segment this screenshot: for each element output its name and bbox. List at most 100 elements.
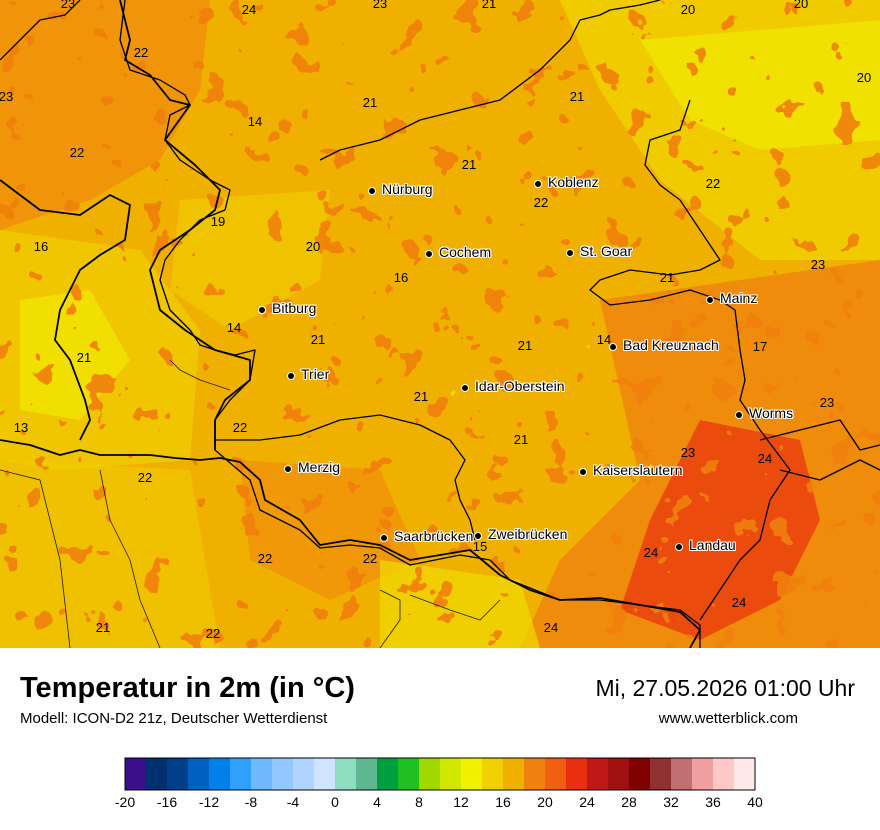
legend-tick-label: 32 [663, 794, 679, 810]
legend-swatch [440, 758, 462, 790]
city-marker-merzig[interactable] [284, 465, 292, 473]
legend-swatch [209, 758, 231, 790]
temperature-value: 24 [643, 545, 659, 560]
legend-swatch [482, 758, 504, 790]
legend-swatch [524, 758, 546, 790]
city-marker-idar-oberstein[interactable] [461, 384, 469, 392]
city-marker-bitburg[interactable] [258, 306, 266, 314]
legend-swatch [398, 758, 420, 790]
legend-swatch [692, 758, 714, 790]
legend-swatch [734, 758, 756, 790]
city-marker-koblenz[interactable] [534, 180, 542, 188]
legend-swatch [125, 758, 147, 790]
temperature-value: 24 [241, 2, 257, 17]
temperature-value: 16 [33, 239, 49, 254]
legend-swatch [230, 758, 252, 790]
city-marker-saarbrücken[interactable] [380, 534, 388, 542]
temperature-value: 13 [13, 420, 29, 435]
footer: Temperatur in 2m (in °C) Modell: ICON-D2… [0, 648, 880, 830]
city-marker-landau[interactable] [675, 543, 683, 551]
city-marker-worms[interactable] [735, 411, 743, 419]
city-label: Bad Kreuznach [623, 337, 719, 353]
temperature-value: 20 [680, 2, 696, 17]
temperature-value: 21 [76, 350, 92, 365]
legend-frame [124, 757, 756, 791]
temperature-value: 24 [757, 451, 773, 466]
temperature-value: 23 [0, 89, 14, 104]
legend-tick-label: 8 [415, 794, 423, 810]
temperature-value: 20 [305, 239, 321, 254]
legend-swatch [146, 758, 168, 790]
city-label: Bitburg [272, 300, 317, 316]
city-marker-bad-kreuznach[interactable] [609, 343, 617, 351]
city-label: Zweibrücken [488, 526, 568, 542]
legend-tick-label: -16 [157, 794, 177, 810]
temperature-value: 21 [481, 0, 497, 11]
city-label: Saarbrücken [394, 528, 474, 544]
temperature-value: 15 [472, 539, 488, 554]
city-marker-nürburg[interactable] [368, 187, 376, 195]
city-marker-cochem[interactable] [425, 250, 433, 258]
map-labels: Nürburg Koblenz Cochem St. Goar Mainz Bitburg… [0, 0, 871, 641]
legend-swatch [251, 758, 273, 790]
temperature-value: 21 [517, 338, 533, 353]
city-marker-mainz[interactable] [706, 296, 714, 304]
temperature-value: 22 [205, 626, 221, 641]
legend-swatch [188, 758, 210, 790]
temperature-value: 22 [257, 551, 273, 566]
website-link[interactable]: www.wetterblick.com [658, 710, 798, 727]
legend-swatch [419, 758, 441, 790]
city-marker-kaiserslautern[interactable] [579, 468, 587, 476]
temperature-value: 21 [659, 270, 675, 285]
city-label: Merzig [298, 459, 341, 475]
temperature-value: 22 [362, 551, 378, 566]
city-label: Koblenz [548, 174, 599, 190]
city-label: Landau [689, 537, 736, 553]
city-label: Mainz [720, 290, 758, 306]
legend-tick-label: -8 [245, 794, 258, 810]
temperature-value: 23 [372, 0, 388, 11]
temperature-value: 21 [95, 620, 111, 635]
legend-tick-label: 40 [747, 794, 763, 810]
temperature-value: 23 [810, 257, 826, 272]
city-label: Idar-Oberstein [475, 378, 565, 394]
city-label: Worms [749, 405, 794, 421]
city-marker-st-goar[interactable] [566, 249, 574, 257]
temperature-map[interactable]: Nürburg Koblenz Cochem St. Goar Mainz Bitburg… [0, 0, 880, 648]
temperature-value: 14 [226, 320, 242, 335]
temperature-value: 22 [69, 145, 85, 160]
temperature-value: 22 [705, 176, 721, 191]
national-borders [0, 0, 701, 648]
legend-swatch [713, 758, 735, 790]
temperature-value: 14 [596, 332, 612, 347]
legend-swatch [629, 758, 651, 790]
color-scale-legend: -20 -16 -12 -8 -4 0 4 8 12 16 20 24 28 32 36 40 [115, 757, 763, 810]
city-label: Kaiserslautern [593, 462, 683, 478]
legend-swatch [314, 758, 336, 790]
temperature-value: 23 [819, 395, 835, 410]
city-label: Trier [301, 366, 330, 382]
legend-swatch [272, 758, 294, 790]
city-marker-zweibrücken[interactable] [474, 532, 482, 540]
temperature-value: 23 [680, 445, 696, 460]
city-label: Nürburg [382, 181, 433, 197]
temperature-value: 21 [413, 389, 429, 404]
temperature-value: 21 [310, 332, 326, 347]
legend-swatch [503, 758, 525, 790]
temperature-value: 16 [393, 270, 409, 285]
city-marker-trier[interactable] [287, 372, 295, 380]
legend-swatch [587, 758, 609, 790]
texture-light [0, 0, 880, 648]
legend-swatch [167, 758, 189, 790]
temperature-value: 23 [60, 0, 76, 11]
legend-swatch [545, 758, 567, 790]
city-label: Cochem [439, 244, 492, 260]
legend-tick-label: 12 [453, 794, 469, 810]
legend-swatch [356, 758, 378, 790]
legend-tick-label: -12 [199, 794, 219, 810]
legend-tick-label: 28 [621, 794, 637, 810]
legend-tick-label: -20 [115, 794, 135, 810]
temperature-value: 22 [232, 420, 248, 435]
legend-tick-label: 36 [705, 794, 721, 810]
temperature-value: 22 [533, 195, 549, 210]
